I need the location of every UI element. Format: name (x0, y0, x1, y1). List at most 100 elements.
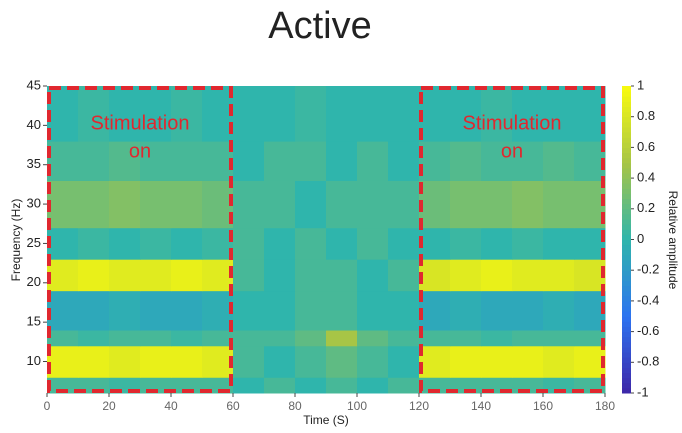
colorbar-segment (622, 172, 631, 179)
heatmap-cell (357, 227, 389, 260)
colorbar-segment (622, 270, 631, 276)
heatmap-cell (171, 86, 203, 142)
heatmap-cell (574, 180, 606, 229)
colorbar-segment (622, 86, 631, 92)
colorbar-segment (622, 157, 631, 164)
heatmap-cell (202, 227, 234, 260)
heatmap-cell (78, 330, 110, 347)
colorbar-segment (622, 183, 631, 189)
colorbar-tick-label: 1 (637, 77, 644, 92)
colorbar-segment (622, 321, 631, 327)
heatmap-cell (140, 330, 172, 347)
heatmap-cell (264, 227, 296, 260)
heatmap-cell (419, 290, 451, 331)
heatmap-cell (357, 330, 389, 347)
heatmap-cell (202, 86, 234, 142)
heatmap-cell (357, 290, 389, 331)
heatmap-cell (450, 180, 482, 229)
heatmap-cell (47, 227, 79, 260)
colorbar-segment (622, 224, 631, 230)
heatmap-cell (202, 345, 234, 378)
heatmap-cell (140, 86, 172, 142)
heatmap-cell (140, 227, 172, 260)
heatmap-cell (481, 86, 513, 142)
heatmap-cell (295, 86, 327, 142)
chart-title: Active (268, 5, 371, 47)
heatmap-cell (171, 141, 203, 181)
heatmap-cell (171, 227, 203, 260)
colorbar-segment (622, 167, 631, 174)
y-tick-label: 15 (27, 314, 41, 329)
heatmap-cell (171, 330, 203, 347)
heatmap-cell (109, 227, 141, 260)
heatmap-cell (419, 180, 451, 229)
colorbar-segment (622, 198, 631, 205)
heatmap-cell (295, 259, 327, 292)
x-tick-label: 40 (164, 399, 178, 413)
colorbar-segment (622, 254, 631, 261)
heatmap-cell (326, 345, 358, 378)
heatmap-cell (109, 259, 141, 292)
heatmap-cell (543, 86, 575, 142)
heatmap-cell (450, 330, 482, 347)
colorbar-segment (622, 96, 631, 102)
heatmap-cell (388, 290, 420, 331)
heatmap-cell (78, 227, 110, 260)
heatmap-cell (419, 377, 451, 394)
colorbar-segment (622, 91, 631, 97)
x-axis-label: Time (S) (303, 413, 349, 427)
colorbar-segment (622, 290, 631, 297)
heatmap-cell (264, 141, 296, 181)
heatmap-cell (233, 290, 265, 331)
heatmap-cell (140, 345, 172, 378)
colorbar-segment (622, 341, 631, 348)
heatmap-cell (78, 345, 110, 378)
colorbar-segment (622, 203, 631, 210)
heatmap-cell (233, 180, 265, 229)
colorbar-segment (622, 331, 631, 338)
heatmap-cell (512, 330, 544, 347)
heatmap-cell (388, 180, 420, 229)
heatmap-cell (171, 290, 203, 331)
heatmap-cell (388, 86, 420, 142)
stimulation-label: Stimulation (91, 112, 190, 134)
colorbar-segment (622, 352, 631, 358)
y-tick-label: 30 (27, 196, 41, 211)
heatmap-cell (109, 330, 141, 347)
colorbar-segment (622, 362, 631, 368)
colorbar-segment (622, 239, 631, 246)
x-tick-label: 160 (533, 399, 553, 413)
stimulation-label: on (501, 140, 523, 162)
heatmap-cell (450, 227, 482, 260)
colorbar-tick-label: 0.8 (637, 108, 655, 123)
y-axis-label: Frequency (Hz) (9, 199, 23, 282)
colorbar-segment (622, 357, 631, 363)
heatmap-cell (388, 330, 420, 347)
heatmap-cell (574, 345, 606, 378)
heatmap-cell (326, 290, 358, 331)
colorbar-segment (622, 193, 631, 200)
heatmap-cell (295, 290, 327, 331)
heatmap-cell (47, 259, 79, 292)
heatmap-cell (543, 180, 575, 229)
colorbar-segment (622, 126, 631, 133)
heatmap-cell (78, 180, 110, 229)
heatmap-cell (264, 259, 296, 292)
heatmap-cell (543, 141, 575, 181)
heatmap-cell (171, 259, 203, 292)
heatmap-cell (233, 330, 265, 347)
y-tick-label: 25 (27, 235, 41, 250)
heatmap-cell (388, 259, 420, 292)
heatmap-cell (543, 290, 575, 331)
colorbar-segment (622, 367, 631, 374)
colorbar-segment (622, 295, 631, 302)
colorbar-segment (622, 377, 631, 384)
heatmap-cell (202, 259, 234, 292)
heatmap-cell (78, 141, 110, 181)
y-tick-label: 40 (27, 117, 41, 132)
colorbar-segment (622, 152, 631, 159)
heatmap-cell (419, 86, 451, 142)
colorbar-segment (622, 208, 631, 215)
heatmap-cell (450, 259, 482, 292)
